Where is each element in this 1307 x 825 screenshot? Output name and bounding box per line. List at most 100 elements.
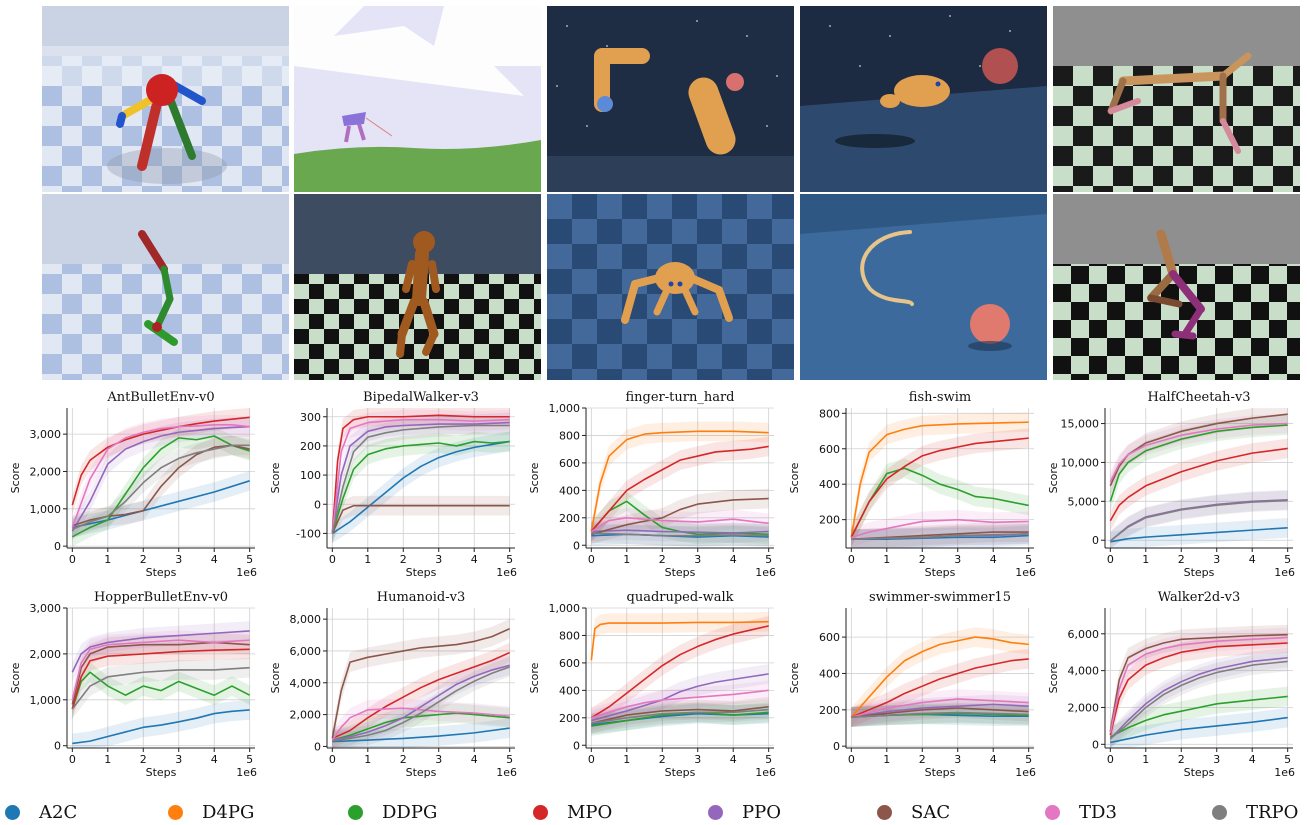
y-axis-label: Score bbox=[788, 462, 801, 493]
series-band-ppo bbox=[72, 621, 250, 683]
finger-turn-icon bbox=[547, 6, 794, 192]
y-axis-label: Score bbox=[528, 662, 541, 693]
series-band-trpo bbox=[1110, 490, 1288, 548]
legend-item-ppo: PPO bbox=[708, 800, 781, 825]
y-tick-label: 100 bbox=[300, 469, 321, 482]
series-band-trpo bbox=[332, 415, 510, 544]
series-line-td3 bbox=[1109, 636, 1288, 734]
legend-item-td3: TD3 bbox=[1045, 800, 1117, 825]
y-tick-label: 0 bbox=[54, 540, 61, 553]
legend-swatch bbox=[5, 805, 20, 820]
y-tick-label: 3,000 bbox=[30, 428, 62, 441]
x-axis-label: Steps bbox=[406, 566, 437, 579]
chart-humanoid: Humanoid-v3 0 1 2 3 4 5 0 2,000 4,000 6,000 8,000 St… bbox=[265, 588, 525, 783]
series-band-a2c bbox=[72, 700, 250, 748]
x-tick-label: 5 bbox=[1284, 753, 1291, 766]
series-line-mpo bbox=[590, 445, 769, 533]
series-line-td3 bbox=[851, 698, 1029, 718]
series-band-ddpg bbox=[851, 458, 1029, 548]
chart-finger-turn-hard: finger-turn_hard 0 1 2 3 4 5 0 200 400 600 800 1,000… bbox=[524, 388, 784, 583]
legend-label: TRPO bbox=[1246, 802, 1299, 823]
x-tick-label: 1 bbox=[883, 753, 890, 766]
x-tick-label: 3 bbox=[954, 753, 961, 766]
y-tick-label: 10,000 bbox=[1061, 456, 1100, 469]
hopper-robot-icon bbox=[42, 194, 289, 380]
x-tick-label: 2 bbox=[659, 753, 666, 766]
y-tick-label: 2,000 bbox=[30, 648, 62, 661]
x-axis-label: Steps bbox=[925, 566, 956, 579]
series-line-mpo bbox=[71, 416, 250, 506]
series-band-td3 bbox=[1110, 627, 1288, 744]
bipedal-walker-icon bbox=[294, 6, 541, 192]
y-tick-label: 0 bbox=[54, 740, 61, 753]
x-tick-label: 5 bbox=[246, 553, 253, 566]
x-tick-label: 0 bbox=[1107, 553, 1114, 566]
legend-item-trpo: TRPO bbox=[1212, 800, 1298, 825]
series-band-trpo bbox=[72, 435, 250, 540]
x-tick-label: 3 bbox=[175, 753, 182, 766]
legend-swatch bbox=[877, 805, 892, 820]
legend-item-ddpg: DDPG bbox=[348, 800, 437, 825]
series-line-d4pg bbox=[590, 430, 769, 532]
series-band-trpo bbox=[591, 523, 769, 546]
series-line-td3 bbox=[71, 639, 250, 700]
series-line-ddpg bbox=[332, 712, 510, 741]
series-line-trpo bbox=[331, 424, 510, 534]
x-tick-label: 2 bbox=[140, 553, 147, 566]
series-band-sac bbox=[332, 495, 510, 544]
series-line-sac bbox=[851, 707, 1029, 718]
x-tick-label: 4 bbox=[990, 553, 997, 566]
series-band-ppo bbox=[332, 655, 510, 748]
x-tick-label: 2 bbox=[400, 753, 407, 766]
series-band-td3 bbox=[1110, 413, 1288, 492]
chart-svg: fish-swim 0 1 2 3 4 5 200 400 600 800 Steps 1e6 Score bbox=[788, 390, 1036, 579]
y-tick-label: 4,000 bbox=[1068, 665, 1100, 678]
x-tick-label: 2 bbox=[140, 753, 147, 766]
y-tick-label: 1,000 bbox=[30, 503, 62, 516]
y-tick-label: 200 bbox=[819, 704, 840, 717]
series-line-td3 bbox=[71, 423, 250, 528]
series-band-mpo bbox=[591, 436, 769, 542]
chart-svg: quadruped-walk 0 1 2 3 4 5 0 200 400 600 800 1,000 St… bbox=[528, 590, 776, 779]
series-line-a2c bbox=[72, 480, 250, 529]
series-line-sac bbox=[1109, 633, 1288, 732]
chart-svg: AntBulletEnv-v0 0 1 2 3 4 5 0 1,000 2,000 3,000 Ste… bbox=[9, 390, 257, 579]
series-band-ppo bbox=[1110, 647, 1288, 748]
series-band-ddpg bbox=[72, 426, 250, 547]
gridlines bbox=[67, 607, 255, 748]
legend-label: MPO bbox=[567, 802, 613, 823]
series-line-mpo bbox=[71, 648, 250, 710]
x-tick-label: 3 bbox=[435, 753, 442, 766]
series-line-a2c bbox=[72, 709, 250, 745]
series-band-mpo bbox=[1110, 438, 1288, 531]
walker2d-icon bbox=[1053, 194, 1300, 380]
humanoid-robot-icon bbox=[294, 194, 541, 380]
series-line-ppo bbox=[1109, 656, 1288, 740]
y-tick-label: 6,000 bbox=[1068, 628, 1100, 641]
series-band-trpo bbox=[1110, 651, 1288, 748]
y-axis-label: Score bbox=[1047, 662, 1060, 693]
x-tick-label: 0 bbox=[329, 553, 336, 566]
x-axis-label: Steps bbox=[925, 766, 956, 779]
y-tick-label: -100 bbox=[296, 527, 321, 540]
y-tick-label: 400 bbox=[559, 484, 580, 497]
x-tick-label: 5 bbox=[765, 553, 772, 566]
chart-title: Humanoid-v3 bbox=[377, 590, 465, 605]
x-tick-label: 4 bbox=[730, 553, 737, 566]
y-tick-label: 600 bbox=[819, 631, 840, 644]
series-line-mpo bbox=[1109, 447, 1288, 522]
chart-swimmer-swimmer15: swimmer-swimmer15 0 1 2 3 4 5 0 200 400 600 Steps 1e… bbox=[784, 588, 1044, 783]
series-band-ddpg bbox=[332, 431, 510, 544]
y-tick-label: 6,000 bbox=[290, 645, 322, 658]
series-band-sac bbox=[1110, 624, 1288, 742]
series-line-trpo bbox=[1109, 499, 1288, 542]
legend: A2C D4PG DDPG MPO PPO SAC TD3 TRPO bbox=[0, 800, 1307, 825]
y-tick-label: 2,000 bbox=[30, 465, 62, 478]
x-axis-multiplier: 1e6 bbox=[755, 566, 776, 579]
series-line-ddpg bbox=[1109, 424, 1288, 502]
series-band-ppo bbox=[1110, 489, 1288, 548]
series-line-ppo bbox=[851, 703, 1029, 718]
x-tick-label: 5 bbox=[506, 553, 513, 566]
series-line-ppo bbox=[591, 673, 769, 722]
y-tick-label: 600 bbox=[559, 457, 580, 470]
